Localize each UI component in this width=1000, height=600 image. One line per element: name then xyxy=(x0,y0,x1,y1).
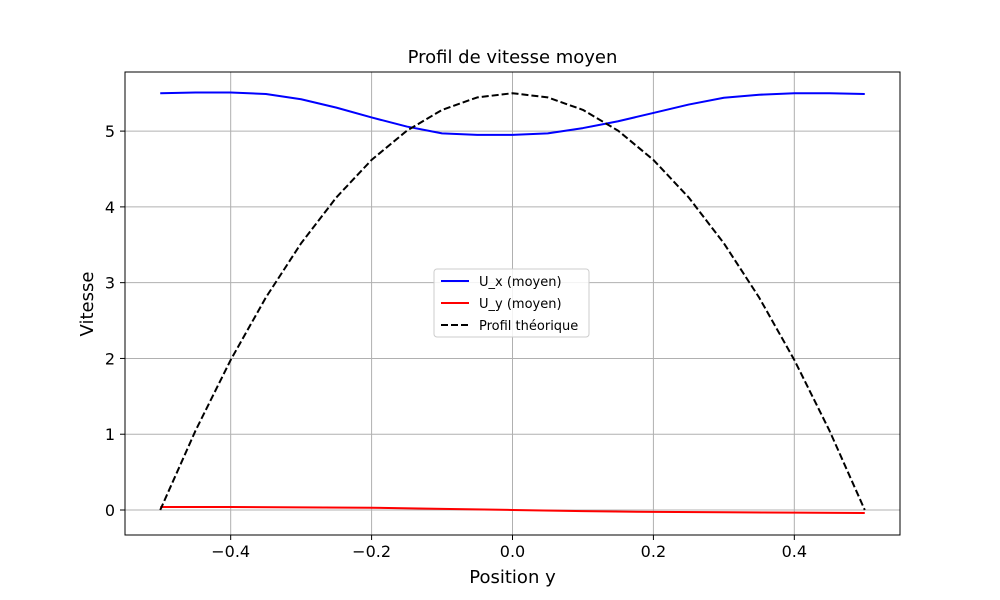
x-axis-label: Position y xyxy=(469,567,556,588)
x-tick-label: −0.4 xyxy=(211,542,250,561)
series-layer xyxy=(159,91,866,515)
legend-label: U_y (moyen) xyxy=(479,297,562,312)
legend-label: U_x (moyen) xyxy=(479,275,562,290)
x-tick-label: 0.4 xyxy=(782,542,807,561)
series-line-3 xyxy=(159,92,866,511)
legend-label: Profil théorique xyxy=(479,319,578,334)
y-tick-label: 2 xyxy=(105,349,115,368)
y-tick-label: 4 xyxy=(105,198,115,217)
legend: U_x (moyen) U_y (moyen) Profil théorique xyxy=(433,268,590,338)
legend-box xyxy=(433,268,590,338)
chart-title: Profil de vitesse moyen xyxy=(408,47,618,68)
y-tick-label: 5 xyxy=(105,122,115,141)
ticks: −0.4 −0.2 0.0 0.2 0.4 0 1 2 3 4 5 xyxy=(105,122,807,561)
y-tick-label: 1 xyxy=(105,425,115,444)
x-tick-label: −0.2 xyxy=(352,542,391,561)
series-line-2 xyxy=(160,505,865,515)
x-tick-label: 0.0 xyxy=(500,542,525,561)
series-line-1 xyxy=(160,91,865,136)
x-tick-label: 0.2 xyxy=(641,542,666,561)
y-tick-label: 0 xyxy=(105,501,115,520)
y-tick-label: 3 xyxy=(105,274,115,293)
y-axis-label: Vitesse xyxy=(77,272,98,337)
